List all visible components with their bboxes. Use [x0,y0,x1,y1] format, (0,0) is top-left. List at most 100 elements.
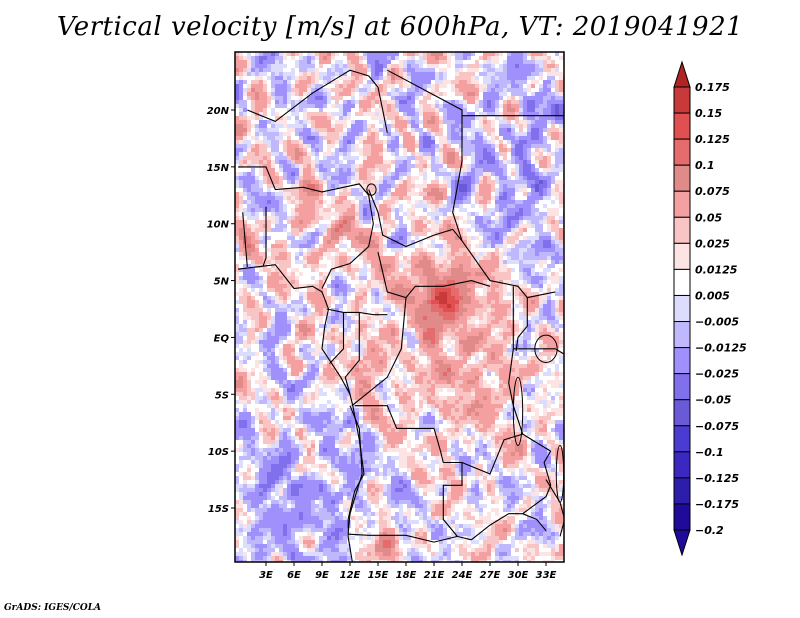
field-cell [507,108,512,113]
field-cell [403,124,408,129]
field-cell [343,188,348,193]
field-cell [287,52,292,57]
field-cell [451,264,456,269]
field-cell [395,272,400,277]
field-cell [455,100,460,105]
field-cell [315,56,320,61]
field-cell [515,124,520,129]
field-cell [311,256,316,261]
field-cell [235,184,240,189]
field-cell [351,288,356,293]
field-cell [407,116,412,121]
field-cell [295,232,300,237]
field-cell [303,276,308,281]
field-cell [419,132,424,137]
field-cell [327,68,332,73]
field-cell [307,216,312,221]
field-cell [311,72,316,77]
field-cell [235,120,240,125]
field-cell [283,100,288,105]
field-cell [551,188,556,193]
field-cell [471,144,476,149]
field-cell [423,132,428,137]
field-cell [371,216,376,221]
field-cell [547,248,552,253]
field-cell [355,284,360,289]
field-cell [363,68,368,73]
field-cell [431,96,436,101]
field-cell [483,216,488,221]
field-cell [379,168,384,173]
field-cell [371,72,376,77]
field-cell [555,128,560,133]
field-cell [255,76,260,81]
field-cell [495,60,500,65]
field-cell [295,92,300,97]
field-cell [507,180,512,185]
field-cell [355,180,360,185]
field-cell [463,268,468,273]
field-cell [515,232,520,237]
field-cell [531,84,536,89]
field-cell [455,240,460,245]
field-cell [403,208,408,213]
field-cell [279,136,284,141]
field-cell [235,224,240,229]
field-cell [279,212,284,217]
field-cell [315,176,320,181]
field-cell [451,116,456,121]
field-cell [423,216,428,221]
field-cell [495,272,500,277]
field-cell [491,188,496,193]
field-cell [299,76,304,81]
field-cell [299,68,304,73]
field-cell [523,248,528,253]
field-cell [243,68,248,73]
field-cell [319,144,324,149]
field-cell [435,140,440,145]
field-cell [335,280,340,285]
field-cell [359,60,364,65]
field-cell [547,152,552,157]
field-cell [431,164,436,169]
field-cell [527,108,532,113]
field-cell [279,92,284,97]
field-cell [431,272,436,277]
field-cell [483,120,488,125]
field-cell [311,132,316,137]
field-cell [307,144,312,149]
field-cell [535,88,540,93]
field-cell [331,84,336,89]
field-cell [323,228,328,233]
field-cell [511,180,516,185]
field-cell [319,132,324,137]
field-cell [427,244,432,249]
field-cell [531,240,536,245]
field-cell [443,244,448,249]
field-cell [267,184,272,189]
field-cell [391,248,396,253]
field-cell [551,116,556,121]
field-cell [523,228,528,233]
field-cell [395,200,400,205]
field-cell [407,88,412,93]
field-cell [303,164,308,169]
field-cell [511,136,516,141]
field-cell [355,200,360,205]
field-cell [551,280,556,285]
field-cell [495,156,500,161]
field-cell [499,60,504,65]
field-cell [371,152,376,157]
field-cell [531,212,536,217]
field-cell [295,168,300,173]
field-cell [251,72,256,77]
field-cell [475,224,480,229]
field-cell [303,272,308,277]
field-cell [511,276,516,281]
field-cell [547,168,552,173]
field-cell [287,144,292,149]
field-cell [431,280,436,285]
field-cell [503,68,508,73]
field-cell [243,164,248,169]
field-cell [347,124,352,129]
